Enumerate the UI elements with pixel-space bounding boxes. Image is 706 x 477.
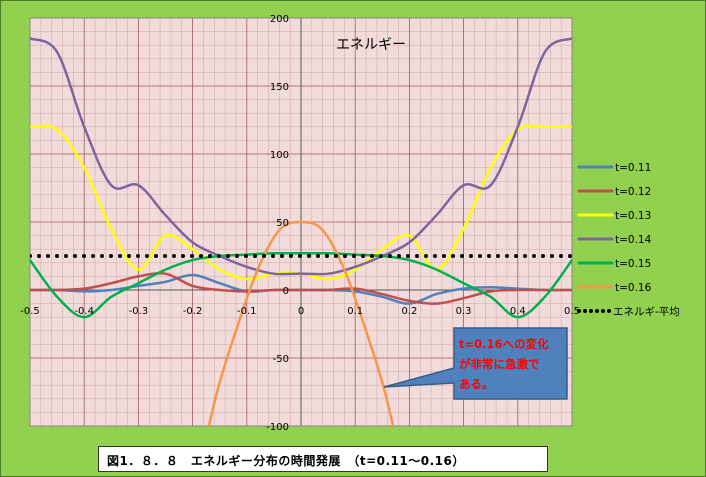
y-tick-label: 200 bbox=[270, 14, 289, 25]
x-tick-label: 0.4 bbox=[510, 306, 526, 317]
x-tick-label: 0.3 bbox=[456, 306, 472, 317]
series-line-5 bbox=[207, 220, 395, 426]
callout-line-1: t=0.16への変化 bbox=[459, 337, 549, 351]
x-tick-label: 0.1 bbox=[347, 306, 363, 317]
legend-label-4: t=0.15 bbox=[615, 258, 651, 270]
callout-line-3: ある。 bbox=[459, 377, 494, 391]
x-tick-label: -0.3 bbox=[129, 306, 149, 317]
caption-box: 図1．８．８ エネルギー分布の時間発展 （t=0.11～0.16） bbox=[98, 446, 548, 472]
x-tick-label: -0.5 bbox=[20, 306, 40, 317]
x-tick-label: -0.2 bbox=[183, 306, 203, 317]
tick-labels: -0.5 -0.4 -0.3 -0.2 -0.1 0 0.1 0.2 0.3 0.4 0.5 -100… bbox=[20, 14, 580, 433]
y-tick-label: 0 bbox=[283, 286, 289, 297]
series-lines bbox=[30, 37, 572, 426]
y-tick-label: -50 bbox=[273, 354, 289, 365]
energy-chart: -0.5 -0.4 -0.3 -0.2 -0.1 0 0.1 0.2 0.3 0.4 0.5 -100… bbox=[20, 14, 680, 433]
callout-line-2: が非常に急激で bbox=[459, 357, 540, 371]
callout-shape bbox=[383, 327, 568, 400]
y-tick-label: 150 bbox=[270, 82, 289, 93]
x-tick-label: 0.5 bbox=[564, 306, 580, 317]
plot-border bbox=[29, 17, 573, 427]
legend-label-0: t=0.11 bbox=[615, 162, 651, 174]
series-line-4 bbox=[30, 251, 572, 319]
x-tick-label: 0 bbox=[298, 306, 304, 317]
legend-label-2: t=0.13 bbox=[615, 210, 651, 222]
legend: t=0.11 t=0.12 t=0.13 t=0.14 t=0.15 t=0.16 エネルギ… bbox=[577, 162, 680, 318]
callout: t=0.16への変化 が非常に急激で ある。 bbox=[383, 327, 568, 400]
legend-label-6: エネルギ-平均 bbox=[613, 306, 680, 318]
x-tick-label: 0.2 bbox=[401, 306, 417, 317]
x-tick-label: -0.4 bbox=[74, 306, 94, 317]
series-line-3 bbox=[30, 37, 572, 276]
legend-label-1: t=0.12 bbox=[615, 186, 651, 198]
figure-caption: 図1．８．８ エネルギー分布の時間発展 （t=0.11～0.16） bbox=[107, 454, 465, 468]
y-tick-label: -100 bbox=[266, 422, 289, 433]
legend-label-3: t=0.14 bbox=[615, 234, 652, 246]
y-tick-label: 100 bbox=[270, 150, 289, 161]
chart-title: エネルギー bbox=[336, 37, 406, 53]
y-tick-label: 50 bbox=[276, 218, 289, 229]
legend-label-5: t=0.16 bbox=[615, 282, 652, 294]
x-tick-label: -0.1 bbox=[237, 306, 257, 317]
